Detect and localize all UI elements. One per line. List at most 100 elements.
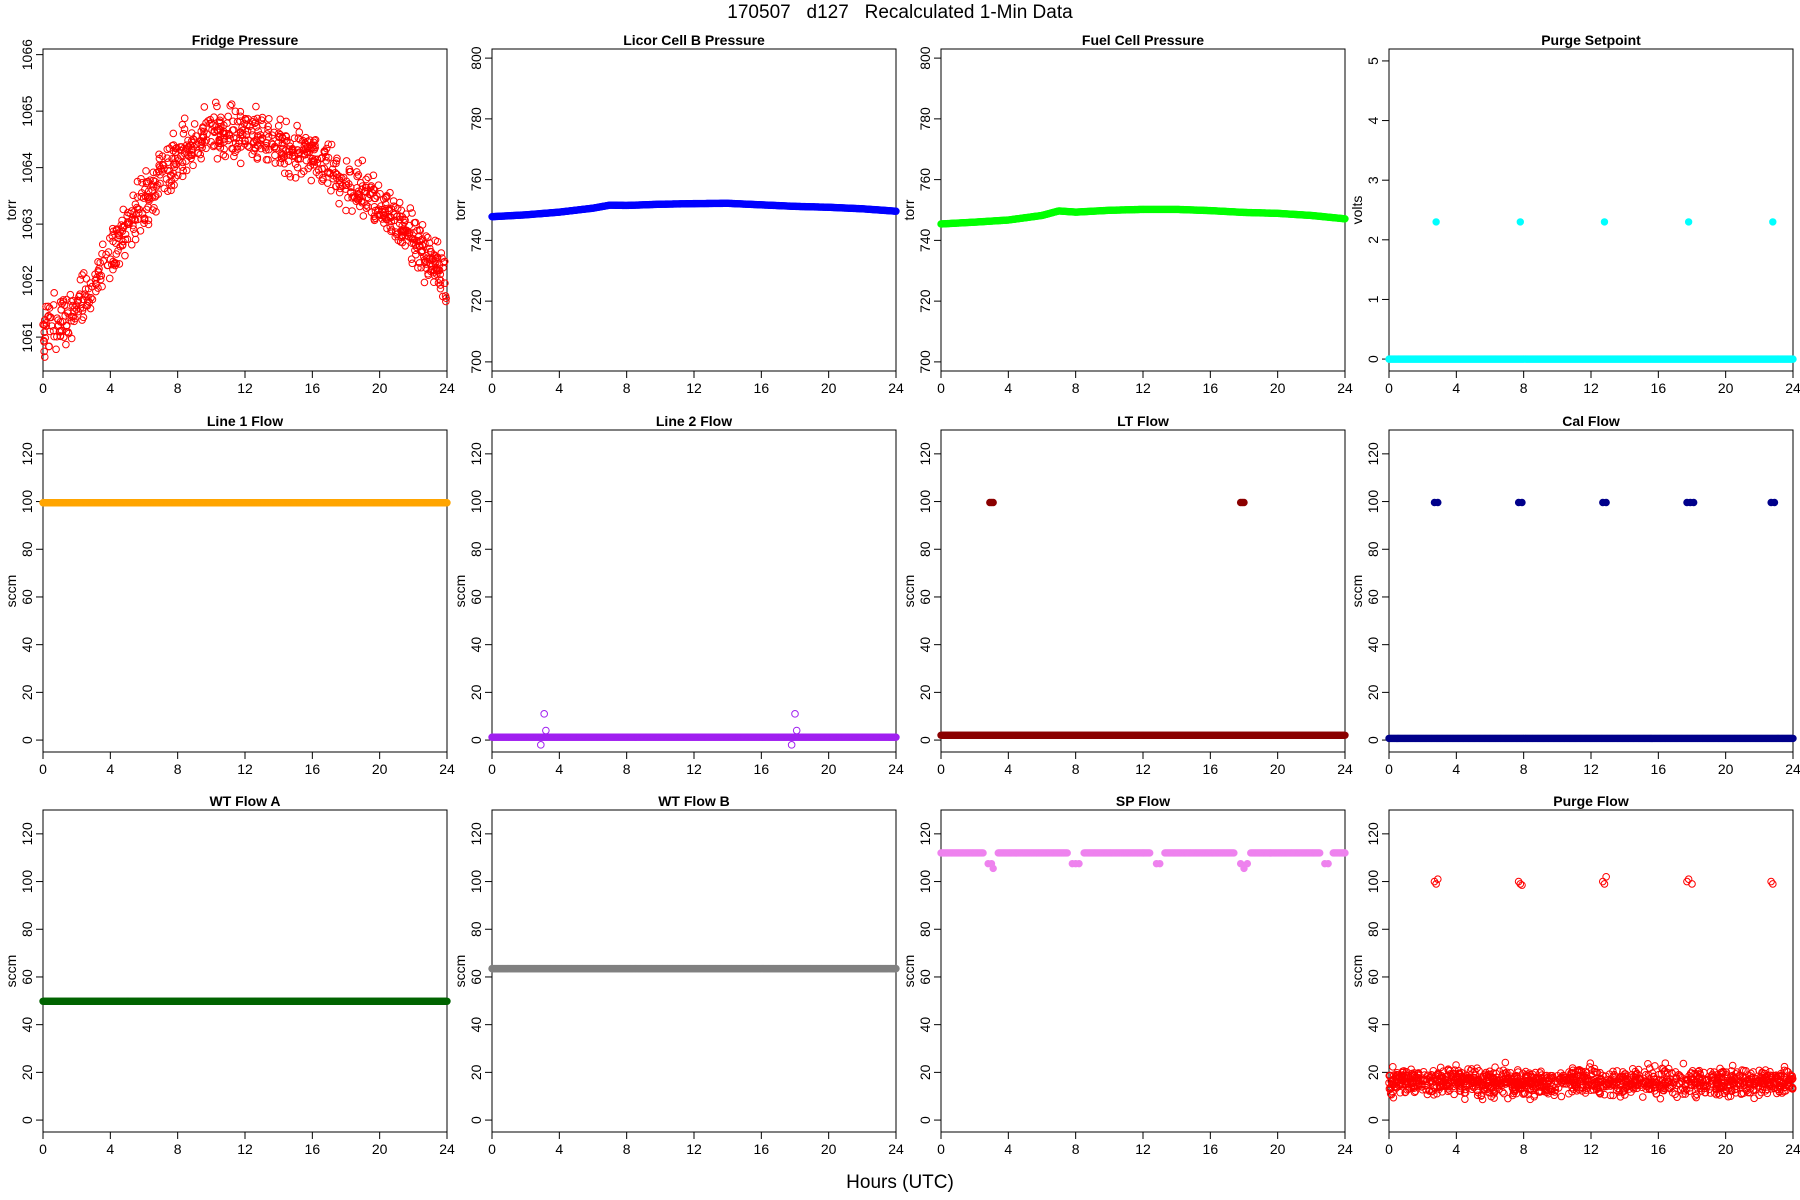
data-point bbox=[152, 169, 161, 177]
plot-frame bbox=[940, 429, 1346, 753]
y-axis-label: sccm bbox=[901, 575, 917, 608]
data-point bbox=[1770, 498, 1779, 507]
data-point bbox=[237, 131, 245, 139]
data-point bbox=[110, 258, 119, 267]
chart-title: Line 1 Flow bbox=[207, 413, 283, 429]
data-point bbox=[79, 295, 87, 304]
data-point bbox=[238, 126, 247, 135]
data-point bbox=[197, 137, 206, 145]
data-point bbox=[1689, 498, 1698, 507]
data-point bbox=[264, 125, 272, 134]
data-point bbox=[168, 141, 177, 150]
data-point bbox=[443, 499, 451, 507]
data-point bbox=[175, 156, 183, 164]
data-point bbox=[167, 181, 176, 190]
data-point bbox=[416, 241, 424, 250]
y-tick-label: 0 bbox=[19, 736, 35, 744]
y-axis-label: volts bbox=[1349, 196, 1365, 225]
data-point bbox=[313, 158, 322, 167]
y-tick-label: 1061 bbox=[19, 321, 35, 352]
data-point bbox=[148, 186, 157, 194]
data-point bbox=[400, 215, 408, 223]
data-point bbox=[158, 152, 167, 161]
x-tick-label: 16 bbox=[754, 761, 770, 777]
data-point bbox=[129, 225, 138, 233]
data-point bbox=[106, 234, 114, 242]
data-point bbox=[243, 142, 252, 150]
x-tick-label: 12 bbox=[237, 380, 253, 396]
data-point bbox=[370, 194, 379, 203]
data-point bbox=[282, 117, 291, 126]
data-point bbox=[200, 103, 209, 111]
data-point bbox=[347, 188, 355, 197]
data-point bbox=[1240, 498, 1248, 507]
data-series bbox=[488, 710, 900, 749]
data-point bbox=[231, 107, 240, 116]
data-point bbox=[163, 154, 171, 162]
data-point bbox=[1518, 498, 1526, 507]
data-point bbox=[231, 148, 239, 157]
data-point bbox=[92, 274, 101, 282]
data-point bbox=[142, 167, 150, 175]
data-point bbox=[187, 154, 195, 163]
data-point bbox=[204, 117, 212, 125]
data-point bbox=[892, 207, 900, 215]
x-tick-label: 24 bbox=[1337, 380, 1353, 396]
x-tick-label: 8 bbox=[174, 380, 182, 396]
data-point bbox=[358, 156, 367, 165]
x-tick-label: 12 bbox=[1583, 380, 1599, 396]
data-point bbox=[179, 166, 187, 175]
x-tick-label: 16 bbox=[305, 761, 321, 777]
x-tick-label: 20 bbox=[1270, 761, 1286, 777]
data-point bbox=[426, 267, 435, 276]
data-point bbox=[115, 260, 124, 268]
data-point bbox=[50, 289, 58, 297]
y-axis-label: torr bbox=[452, 199, 468, 220]
data-series bbox=[1385, 498, 1797, 743]
data-point bbox=[67, 297, 75, 306]
data-series bbox=[488, 199, 900, 221]
y-tick-label: 4 bbox=[1365, 116, 1381, 124]
data-point bbox=[53, 322, 62, 331]
data-point bbox=[197, 141, 205, 150]
data-point bbox=[339, 173, 348, 182]
data-point bbox=[42, 302, 50, 311]
data-point bbox=[178, 163, 187, 171]
data-point bbox=[537, 741, 545, 749]
data-point bbox=[220, 135, 229, 143]
data-point bbox=[79, 304, 87, 312]
data-point bbox=[339, 182, 347, 190]
data-point bbox=[401, 216, 409, 225]
data-point bbox=[62, 321, 71, 330]
data-point bbox=[79, 313, 88, 322]
data-point bbox=[1684, 218, 1693, 226]
data-point bbox=[150, 203, 158, 212]
data-point bbox=[264, 133, 273, 141]
x-tick-label: 16 bbox=[754, 380, 770, 396]
plot-frame bbox=[491, 429, 897, 753]
y-tick-label: 1065 bbox=[19, 95, 35, 126]
data-point bbox=[114, 246, 122, 255]
data-point bbox=[169, 129, 178, 138]
data-point bbox=[82, 274, 91, 283]
y-tick-label: 20 bbox=[468, 684, 484, 700]
x-tick-label: 0 bbox=[937, 380, 945, 396]
y-tick-label: 80 bbox=[19, 921, 35, 937]
data-point bbox=[60, 301, 69, 309]
x-tick-label: 24 bbox=[1785, 761, 1800, 777]
x-tick-label: 12 bbox=[686, 761, 702, 777]
y-tick-label: 40 bbox=[19, 1017, 35, 1033]
data-point bbox=[52, 345, 60, 354]
y-tick-label: 1066 bbox=[19, 39, 35, 70]
data-point bbox=[279, 151, 287, 159]
data-point bbox=[293, 163, 302, 172]
data-point bbox=[226, 134, 234, 143]
data-point bbox=[248, 150, 257, 159]
data-point bbox=[236, 107, 245, 116]
data-point bbox=[197, 127, 206, 135]
x-tick-label: 0 bbox=[39, 1141, 47, 1157]
data-point bbox=[119, 205, 128, 214]
data-point bbox=[40, 328, 49, 337]
